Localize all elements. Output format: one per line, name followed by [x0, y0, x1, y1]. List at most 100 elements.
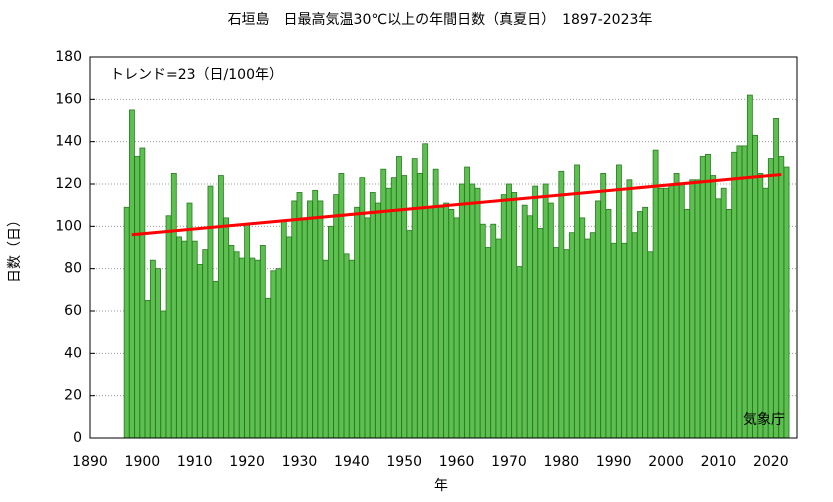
- bar: [563, 249, 570, 439]
- bar: [689, 179, 696, 439]
- bar: [731, 151, 738, 439]
- bar: [307, 200, 313, 439]
- bar: [741, 145, 748, 439]
- bar: [558, 170, 565, 439]
- bar: [584, 238, 591, 439]
- bar: [191, 240, 198, 439]
- y-tick-label: 80: [64, 261, 82, 277]
- bar: [296, 192, 303, 439]
- bar: [280, 219, 287, 439]
- bar: [469, 183, 476, 439]
- bar: [495, 238, 502, 439]
- bar: [778, 156, 785, 439]
- x-tick-label: 1940: [334, 454, 370, 470]
- bar: [647, 251, 654, 439]
- plot-frame: [89, 56, 798, 439]
- bar: [417, 173, 423, 439]
- bar: [726, 208, 732, 439]
- bar: [265, 297, 271, 439]
- bar: [348, 259, 355, 439]
- bar: [380, 168, 387, 439]
- x-axis-label: 年: [434, 478, 448, 494]
- bar: [422, 143, 429, 439]
- bar: [427, 206, 434, 439]
- bar: [254, 259, 261, 439]
- bar: [385, 187, 392, 439]
- bar: [155, 268, 161, 439]
- bar: [568, 232, 575, 439]
- bar: [684, 208, 690, 439]
- bar: [364, 217, 371, 439]
- bar: [537, 228, 544, 439]
- bar: [616, 164, 622, 439]
- x-tick-label: 1980: [544, 454, 580, 470]
- bar: [746, 94, 753, 439]
- bar: [338, 173, 345, 439]
- bar: [474, 187, 481, 439]
- bar: [542, 183, 549, 439]
- bar: [401, 175, 408, 439]
- bar: [668, 183, 675, 439]
- bar: [139, 147, 146, 439]
- bar: [170, 173, 177, 439]
- bar: [657, 187, 664, 439]
- bar: [490, 223, 497, 439]
- bar: [479, 223, 486, 439]
- bar: [547, 202, 554, 439]
- bar: [390, 177, 397, 439]
- x-tick-label: 1930: [282, 454, 318, 470]
- bar: [238, 257, 245, 439]
- bar: [621, 242, 628, 439]
- bar: [652, 149, 659, 439]
- bar: [207, 185, 214, 439]
- y-tick-label: 120: [55, 176, 82, 192]
- bar: [176, 236, 182, 439]
- bar: [333, 194, 340, 439]
- bar: [301, 217, 308, 439]
- bar: [343, 253, 350, 439]
- bar: [443, 202, 450, 439]
- bar: [149, 259, 156, 439]
- bar: [532, 185, 539, 439]
- bar: [437, 206, 444, 439]
- bar: [369, 192, 376, 439]
- bar: [181, 240, 188, 439]
- bar: [736, 145, 743, 439]
- x-tick-label: 1970: [491, 454, 527, 470]
- y-tick-label: 20: [64, 388, 82, 404]
- bar: [699, 156, 706, 439]
- chart-title: 石垣島 日最高気温30℃以上の年間日数（真夏日） 1897-2023年: [228, 11, 653, 28]
- y-tick-label: 140: [55, 134, 82, 150]
- y-tick-label: 40: [64, 345, 82, 361]
- source-annotation: 気象庁: [743, 412, 785, 428]
- bar: [485, 247, 491, 439]
- bar: [757, 173, 764, 439]
- bar: [783, 166, 790, 439]
- bar: [710, 175, 717, 439]
- bar: [312, 189, 319, 439]
- bar: [636, 211, 643, 439]
- bar: [678, 183, 685, 439]
- bar: [773, 117, 779, 439]
- bar: [526, 215, 533, 439]
- bar: [275, 268, 282, 439]
- bar: [160, 310, 167, 439]
- y-tick-label: 100: [55, 218, 82, 234]
- bar: [291, 200, 298, 439]
- bar: [511, 192, 518, 439]
- bar: [396, 156, 402, 439]
- y-tick-label: 0: [73, 430, 82, 446]
- bar: [762, 187, 769, 439]
- bar: [218, 175, 224, 439]
- bar: [720, 187, 727, 439]
- bar: [223, 217, 230, 439]
- bar: [574, 164, 580, 439]
- bar: [500, 194, 507, 439]
- bar: [642, 206, 649, 439]
- bar: [715, 198, 722, 439]
- x-tick-label: 1910: [177, 454, 213, 470]
- x-tick-label: 2020: [753, 454, 789, 470]
- bar: [134, 156, 141, 439]
- bar: [244, 223, 251, 439]
- bar: [286, 236, 292, 439]
